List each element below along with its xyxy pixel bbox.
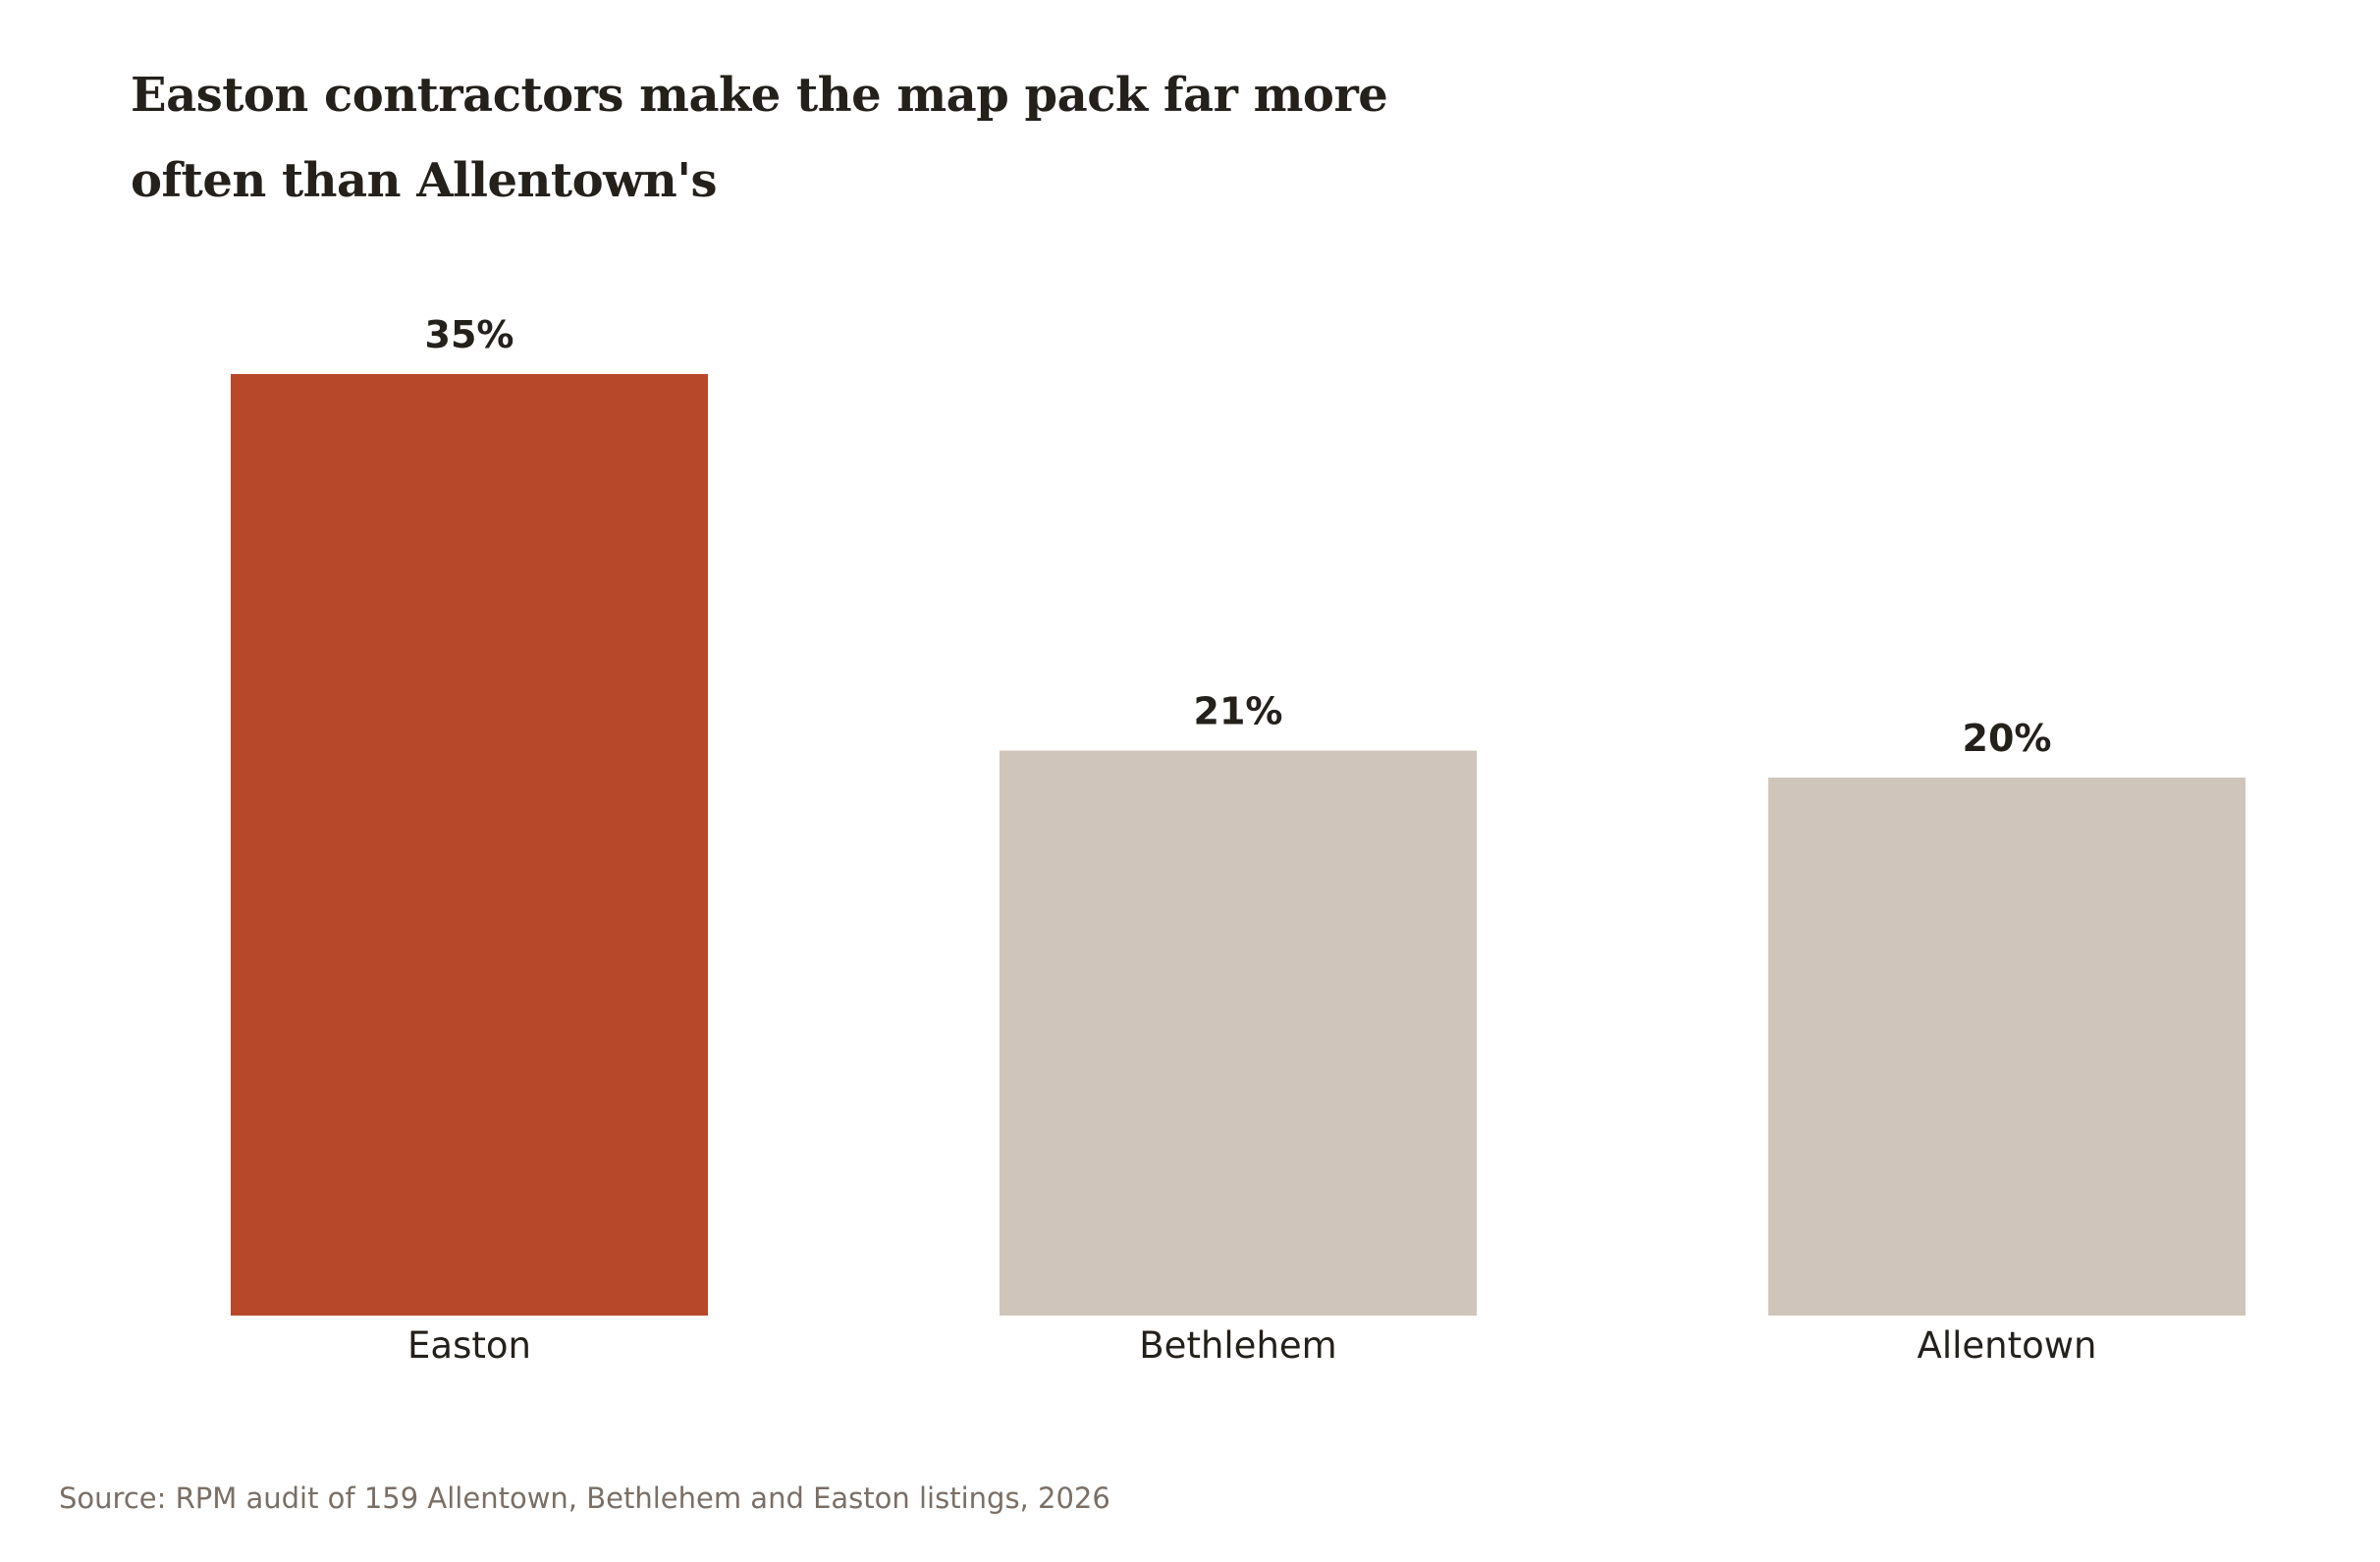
value-label-bethlehem: 21% [1194, 690, 1283, 733]
category-label-allentown: Allentown [1918, 1324, 2097, 1367]
chart-title-line-2: often than Allentown's [131, 153, 717, 208]
category-label-easton: Easton [407, 1324, 531, 1367]
value-label-easton: 35% [425, 313, 514, 356]
chart-title: Easton contractors make the map pack far… [131, 68, 1388, 208]
plot-area: 35% Easton 21% Bethlehem 20% Allentown [231, 313, 2245, 1367]
value-label-allentown: 20% [1963, 717, 2052, 760]
category-label-bethlehem: Bethlehem [1139, 1324, 1336, 1367]
chart-title-line-1: Easton contractors make the map pack far… [131, 68, 1387, 123]
bar-allentown [1768, 778, 2245, 1316]
bar-bethlehem [1000, 750, 1477, 1316]
bar-easton [231, 374, 708, 1316]
source-note: Source: RPM audit of 159 Allentown, Beth… [59, 1481, 1110, 1515]
